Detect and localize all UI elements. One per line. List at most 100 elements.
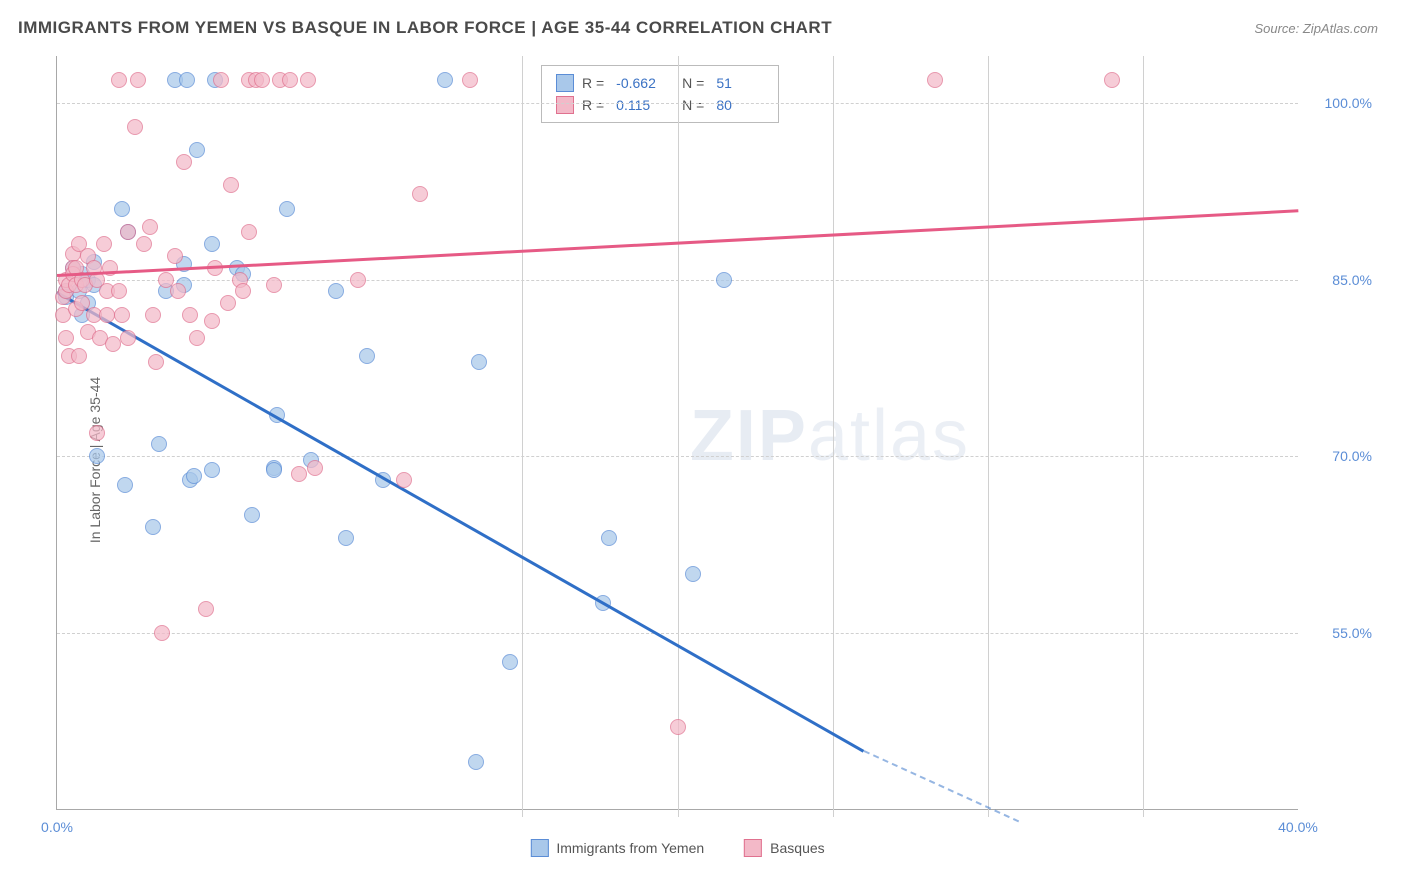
data-point <box>148 354 164 370</box>
data-point <box>716 272 732 288</box>
legend-swatch <box>744 839 762 857</box>
data-point <box>266 462 282 478</box>
data-point <box>89 425 105 441</box>
data-point <box>338 530 354 546</box>
data-point <box>151 436 167 452</box>
legend-swatch <box>556 96 574 114</box>
legend-item: Basques <box>744 839 824 857</box>
stats-legend-row: R = -0.662 N = 51 <box>556 72 764 94</box>
data-point <box>99 307 115 323</box>
stat-label: R = <box>582 75 604 91</box>
data-point <box>213 72 229 88</box>
regression-line <box>56 291 864 752</box>
y-tick-label: 100.0% <box>1308 95 1372 111</box>
data-point <box>254 72 270 88</box>
legend-item: Immigrants from Yemen <box>530 839 704 857</box>
data-point <box>142 219 158 235</box>
data-point <box>204 313 220 329</box>
data-point <box>350 272 366 288</box>
y-tick-label: 55.0% <box>1308 625 1372 641</box>
data-point <box>601 530 617 546</box>
data-point <box>502 654 518 670</box>
chart-container: In Labor Force | Age 35-44 ZIPatlas R = … <box>18 56 1378 864</box>
source-attribution: Source: ZipAtlas.com <box>1254 21 1378 36</box>
data-point <box>58 330 74 346</box>
data-point <box>359 348 375 364</box>
data-point <box>204 236 220 252</box>
r-value: -0.662 <box>616 75 664 91</box>
plot-area: ZIPatlas R = -0.662N = 51R = 0.115N = 80… <box>56 56 1298 810</box>
data-point <box>111 72 127 88</box>
data-point <box>437 72 453 88</box>
data-point <box>154 625 170 641</box>
data-point <box>167 248 183 264</box>
data-point <box>235 283 251 299</box>
data-point <box>120 224 136 240</box>
legend-swatch <box>556 74 574 92</box>
gridline-vertical <box>1143 56 1144 817</box>
x-tick-label: 40.0% <box>1278 819 1318 835</box>
stat-label: R = <box>582 97 604 113</box>
data-point <box>114 201 130 217</box>
data-point <box>220 295 236 311</box>
r-value: 0.115 <box>616 97 664 113</box>
data-point <box>685 566 701 582</box>
data-point <box>223 177 239 193</box>
data-point <box>282 72 298 88</box>
data-point <box>241 224 257 240</box>
data-point <box>300 72 316 88</box>
gridline-vertical <box>678 56 679 817</box>
data-point <box>127 119 143 135</box>
legend-label: Basques <box>770 840 824 856</box>
data-point <box>266 277 282 293</box>
gridline-vertical <box>988 56 989 817</box>
data-point <box>468 754 484 770</box>
data-point <box>96 236 112 252</box>
legend-swatch <box>530 839 548 857</box>
data-point <box>105 336 121 352</box>
data-point <box>198 601 214 617</box>
watermark-bold: ZIP <box>690 396 808 476</box>
data-point <box>117 477 133 493</box>
data-point <box>1104 72 1120 88</box>
data-point <box>412 186 428 202</box>
data-point <box>189 330 205 346</box>
data-point <box>186 468 202 484</box>
stat-label: N = <box>682 75 704 91</box>
data-point <box>396 472 412 488</box>
data-point <box>471 354 487 370</box>
series-legend: Immigrants from Yemen Basques <box>530 839 824 857</box>
data-point <box>179 72 195 88</box>
data-point <box>279 201 295 217</box>
data-point <box>927 72 943 88</box>
gridline-vertical <box>833 56 834 817</box>
data-point <box>170 283 186 299</box>
data-point <box>176 154 192 170</box>
data-point <box>204 462 220 478</box>
legend-label: Immigrants from Yemen <box>556 840 704 856</box>
data-point <box>145 307 161 323</box>
data-point <box>189 142 205 158</box>
data-point <box>114 307 130 323</box>
n-value: 51 <box>716 75 764 91</box>
regression-line-dashed <box>863 750 1019 822</box>
stats-legend-row: R = 0.115N = 80 <box>556 94 764 116</box>
y-tick-label: 70.0% <box>1308 448 1372 464</box>
data-point <box>145 519 161 535</box>
data-point <box>120 330 136 346</box>
y-tick-label: 85.0% <box>1308 272 1372 288</box>
data-point <box>291 466 307 482</box>
chart-title: IMMIGRANTS FROM YEMEN VS BASQUE IN LABOR… <box>18 18 832 38</box>
n-value: 80 <box>716 97 764 113</box>
data-point <box>111 283 127 299</box>
data-point <box>462 72 478 88</box>
data-point <box>71 348 87 364</box>
data-point <box>89 448 105 464</box>
gridline-vertical <box>522 56 523 817</box>
data-point <box>130 72 146 88</box>
stats-legend: R = -0.662 N = 51 R = 0.115N = 80 <box>541 65 779 123</box>
data-point <box>328 283 344 299</box>
data-point <box>182 307 198 323</box>
x-tick-label: 0.0% <box>41 819 73 835</box>
data-point <box>244 507 260 523</box>
